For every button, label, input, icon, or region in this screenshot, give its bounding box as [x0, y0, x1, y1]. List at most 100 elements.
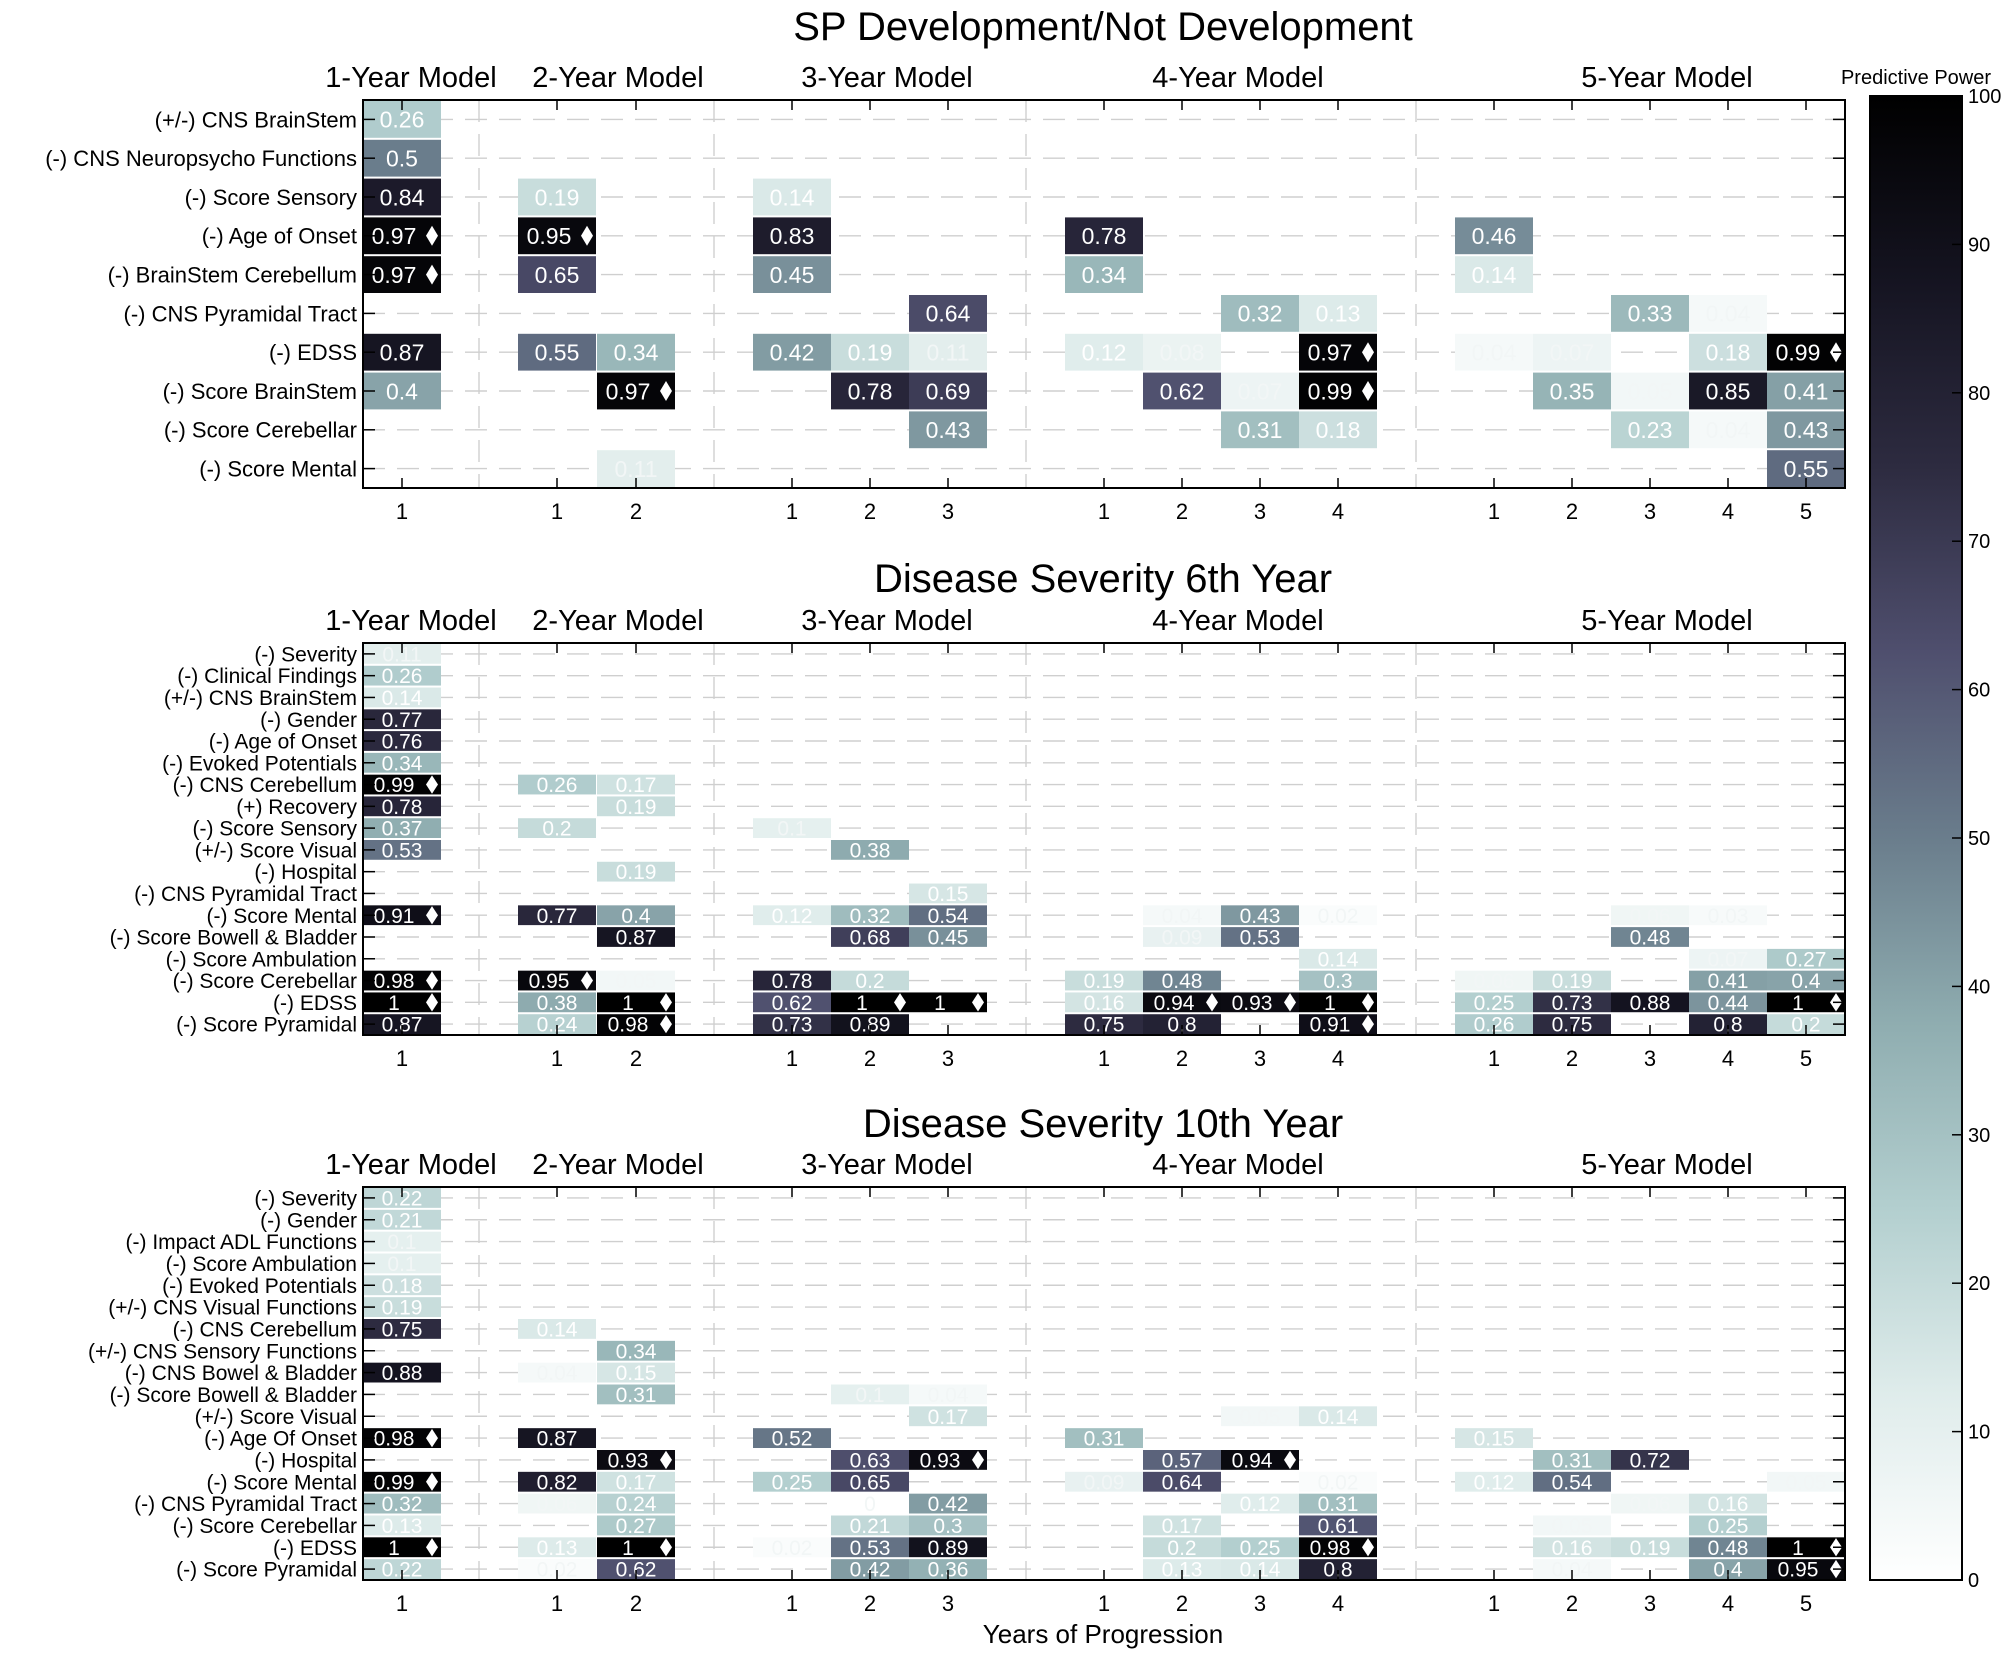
cell-value-label: 0.05 [1240, 1406, 1281, 1429]
cell-value-label: 0.55 [535, 339, 580, 365]
cell-value-label: 0.34 [614, 339, 659, 365]
cell-value-label: 0.14 [1318, 1406, 1359, 1429]
significance-marker [426, 775, 438, 794]
column-tick-label: 1 [396, 1591, 408, 1616]
heatmap-cell [518, 1559, 596, 1579]
column-tick-label: 2 [864, 1046, 876, 1071]
colorbar-scale [1869, 95, 1963, 1581]
colorbar-tick-label: 40 [1968, 976, 1990, 998]
column-tick-label: 1 [396, 1046, 408, 1071]
column-tick-label: 3 [1644, 1046, 1656, 1071]
cell-value-label: 0.78 [1082, 223, 1127, 249]
heatmap-cell [1221, 411, 1299, 449]
heatmap-cell [1143, 1537, 1221, 1558]
cell-value-label: 0.06 [1474, 970, 1515, 993]
significance-marker [426, 993, 438, 1012]
heatmap-cell [831, 1384, 909, 1405]
row-label: (-) Score Cerebellar [173, 970, 357, 993]
row-label: (-) Score Pyramidal [176, 1559, 357, 1582]
cell-value-label: 0.13 [382, 1515, 423, 1538]
heatmap-cell [1611, 905, 1689, 926]
heatmap-cell [909, 1493, 987, 1514]
cell-value-label: 0.87 [380, 339, 425, 365]
model-label: 2-Year Model [532, 62, 703, 94]
cell-value-label: 0.11 [382, 643, 421, 666]
heatmap-cell [753, 1014, 831, 1034]
cell-value-label: 0.3 [933, 1515, 962, 1538]
heatmap-cell [1611, 1450, 1689, 1470]
cell-value-label: 0.16 [1084, 992, 1125, 1015]
cell-value-label: 0.88 [1630, 992, 1671, 1015]
heatmap-cell [597, 1493, 675, 1514]
cell-value-label: 0.13 [537, 1537, 578, 1560]
heatmap-cell [909, 1450, 987, 1470]
heatmap-cell [363, 774, 441, 795]
cell-value-label: 0.46 [1472, 223, 1517, 249]
heatmap-cell [1299, 1014, 1377, 1034]
heatmap-cell [597, 1450, 675, 1470]
row-label: (-) Score Mental [206, 905, 357, 928]
cell-value-label: 0.26 [380, 107, 425, 133]
heatmap-cell [1689, 1559, 1767, 1579]
heatmap-cell [1065, 256, 1143, 293]
cell-value-label: 0.04 [1472, 339, 1517, 365]
row-label: (-) CNS Pyramidal Tract [134, 883, 357, 906]
heatmap-cell [597, 333, 675, 371]
row-label: (-) Evoked Potentials [162, 1275, 357, 1298]
cell-value-label: 0.09 [1084, 1471, 1125, 1494]
heatmap-cell [363, 1209, 441, 1230]
heatmap-cell [1611, 411, 1689, 449]
heatmap-cell [1065, 992, 1143, 1013]
heatmap-cell [909, 992, 987, 1013]
cell-value-label: 0.44 [1708, 992, 1749, 1015]
cell-value-label: 0.93 [920, 1449, 961, 1472]
cell-value-label: 0.06 [537, 1493, 578, 1516]
heatmap-cell [597, 861, 675, 882]
cell-value-label: 0.25 [1240, 1537, 1281, 1560]
row-label: (+/-) CNS BrainStem [155, 107, 357, 132]
cell-value-label: 0.1 [777, 818, 806, 841]
row-label: (-) EDSS [269, 340, 357, 365]
heatmap-panel-2: Disease Severity 6th Year 1-Year Model 2-Y… [110, 557, 1846, 1071]
column-tick-label: 1 [551, 1591, 563, 1616]
row-label: (-) Score Sensory [185, 185, 357, 210]
cell-value-label: 0.19 [848, 339, 893, 365]
heatmap-cell [363, 1537, 441, 1558]
cell-value-label: 0.93 [1232, 992, 1273, 1015]
heatmap-cell [1455, 217, 1533, 255]
heatmap-cell [1065, 1428, 1143, 1448]
column-tick-label: 3 [942, 1046, 954, 1071]
heatmap-cell [1767, 1471, 1845, 1492]
heatmap-cell [753, 1537, 831, 1558]
model-label: 5-Year Model [1581, 62, 1752, 94]
heatmap-cell [1611, 1493, 1689, 1514]
heatmap-cell [909, 295, 987, 332]
cell-value-label: 0.2 [1167, 1537, 1196, 1560]
heatmap-cell [518, 1471, 596, 1492]
significance-marker [426, 225, 438, 246]
row-label: (-) Score Mental [199, 457, 357, 482]
heatmap-cell [753, 178, 831, 216]
heatmap-cell [597, 774, 675, 795]
heatmap-cell [831, 1014, 909, 1034]
significance-marker [894, 993, 906, 1012]
cell-value-label: 0.08 [1160, 339, 1205, 365]
cell-value-label: 0.64 [926, 301, 971, 327]
cell-value-label: 0.32 [850, 905, 891, 928]
cell-value-label: 0.31 [1552, 1449, 1593, 1472]
row-label: (-) Severity [254, 1187, 357, 1210]
heatmap-cell [1533, 1471, 1611, 1492]
colorbar-tick-label: 50 [1968, 828, 1990, 850]
column-tick-label: 1 [1098, 1591, 1110, 1616]
cell-value-label: 0.18 [1706, 339, 1751, 365]
column-tick-label: 1 [1488, 1046, 1500, 1071]
cell-value-label: 0.32 [382, 1493, 423, 1516]
row-label: (-) Score Mental [206, 1471, 357, 1494]
column-tick-label: 1 [551, 1046, 563, 1071]
row-label: (-) Gender [260, 1209, 357, 1232]
model-label: 4-Year Model [1152, 1149, 1323, 1181]
column-tick-label: 1 [396, 499, 408, 524]
cell-value-label: 1 [934, 992, 946, 1015]
cell-value-label: 0.54 [928, 905, 969, 928]
